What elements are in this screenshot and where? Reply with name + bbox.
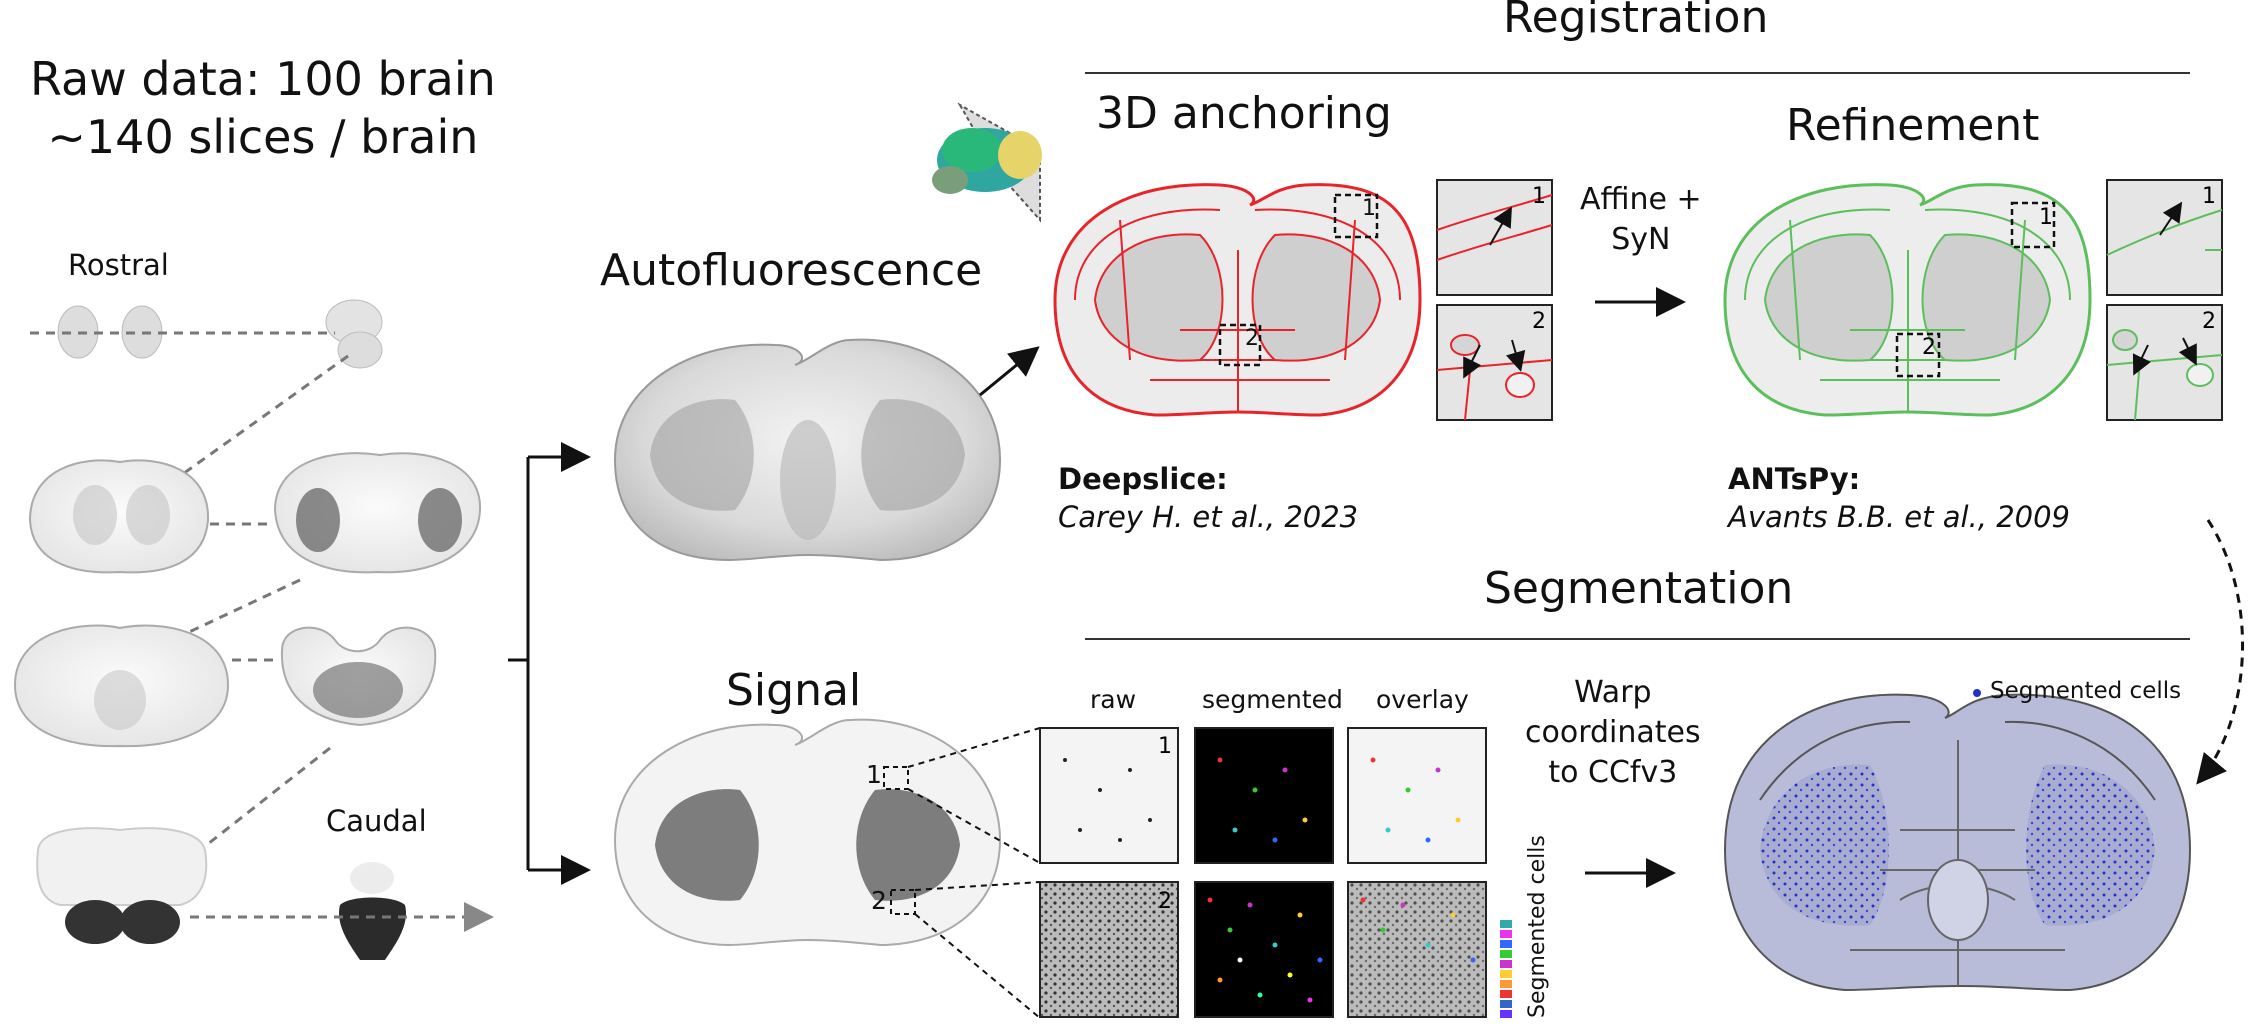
slice-rostral-b (325, 299, 383, 369)
slice-5 (13, 624, 230, 748)
anchor-roi-1-label: 1 (1362, 196, 1376, 221)
transform-label: Affine + SyN (1580, 180, 1702, 260)
warp-label-line1: Warp (1574, 675, 1652, 710)
raw-data-title-line1: Raw data: 100 brain (30, 52, 496, 106)
caudal-label: Caudal (326, 804, 427, 838)
anchor-roi-2-label: 2 (1245, 326, 1259, 351)
warp-label: Warp coordinates to CCfv3 (1525, 673, 1701, 793)
slice-8 (339, 862, 406, 960)
signal-brain (613, 718, 1041, 1019)
transform-label-line2: SyN (1611, 222, 1671, 257)
transform-label-line1: Affine + (1580, 182, 1702, 217)
segmentation-divider (1085, 638, 2190, 640)
refine-roi-1-label: 1 (2039, 205, 2053, 230)
anchoring-title: 3D anchoring (1096, 88, 1392, 139)
legend-cell-dot (1973, 689, 1981, 697)
anchoring-insets: 1 2 (1436, 179, 1553, 421)
col-raw-label: raw (1090, 685, 1137, 714)
slice-6 (280, 626, 437, 727)
anchoring-brain: 1 2 (1053, 183, 1422, 417)
split-arrows (508, 442, 591, 885)
raw-data-title-line2: ~140 slices / brain (47, 110, 479, 164)
registration-title: Registration (1503, 0, 1769, 43)
warp-label-line2: coordinates (1525, 715, 1701, 750)
deepslice-name: Deepslice: (1058, 462, 1228, 496)
registration-divider (1085, 72, 2190, 74)
deepslice-citation: Carey H. et al., 2023 (1058, 500, 1359, 534)
slice-4 (273, 452, 482, 574)
signal-roi-2-label: 2 (871, 886, 887, 915)
refine-roi-2-label: 2 (1922, 335, 1936, 360)
atlas-3d-icon (932, 102, 1042, 223)
signal-label: Signal (726, 665, 862, 716)
antspy-citation: Avants B.B. et al., 2009 (1728, 500, 2071, 534)
refinement-insets: 1 2 (2106, 179, 2223, 421)
refinement-brain: 1 2 (1723, 183, 2092, 417)
rostral-label: Rostral (68, 248, 169, 282)
svg-text:1: 1 (2202, 184, 2216, 209)
slice-7 (36, 827, 208, 944)
svg-text:2: 2 (1532, 309, 1546, 334)
final-brain (1723, 693, 2192, 992)
vertical-segmented-cells-label: Segmented cells (1525, 835, 1550, 1018)
slice-3 (28, 459, 210, 574)
segmentation-insets: 1 2 (1039, 727, 1512, 1018)
raw-data-title: Raw data: 100 brain ~140 slices / brain (30, 50, 496, 166)
segmentation-title: Segmentation (1484, 563, 1794, 614)
autofluorescence-brain (613, 338, 1002, 562)
svg-text:1: 1 (1158, 734, 1172, 759)
antspy-name: ANTsPy: (1728, 462, 1861, 496)
legend-segmented-cells: Segmented cells (1990, 678, 2182, 704)
refinement-title: Refinement (1786, 100, 2040, 151)
col-overlay-label: overlay (1376, 685, 1469, 714)
svg-text:2: 2 (2202, 309, 2216, 334)
warp-label-line3: to CCfv3 (1548, 755, 1678, 790)
svg-text:1: 1 (1532, 184, 1546, 209)
to-registration-arrow (979, 346, 1040, 397)
signal-roi-1-label: 1 (866, 760, 882, 789)
raw-slices (13, 299, 494, 960)
to-final-arrow (2196, 519, 2245, 785)
autofluorescence-label: Autofluorescence (600, 245, 983, 296)
svg-text:2: 2 (1158, 889, 1172, 914)
col-segmented-label: segmented (1202, 685, 1343, 714)
